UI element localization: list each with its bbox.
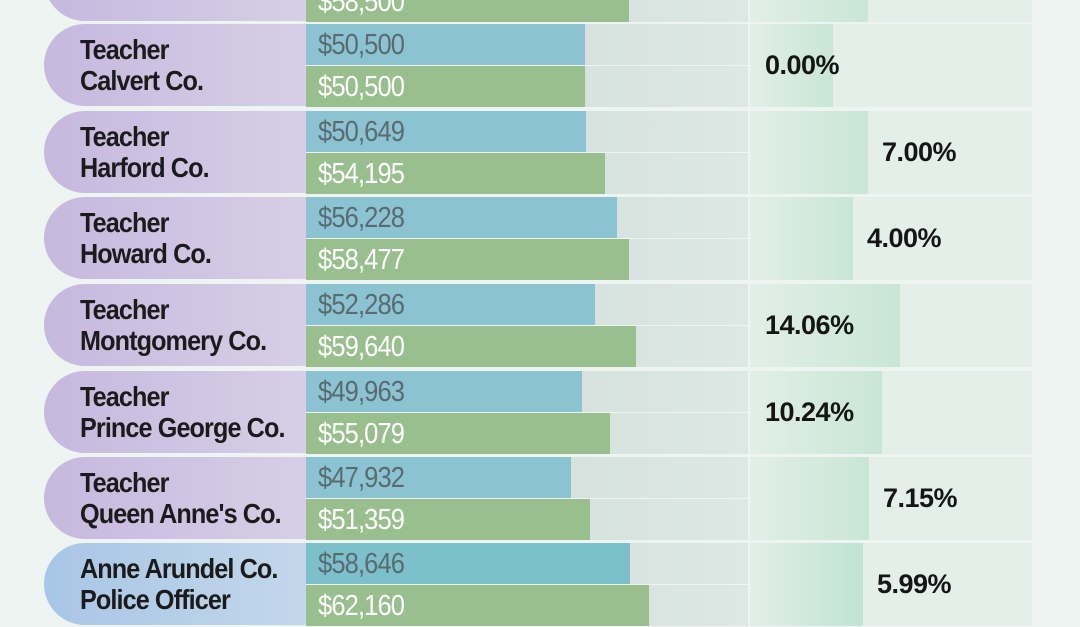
chart-row: Teacher Howard Co. $56,228 $58,477 4.00% xyxy=(0,195,1080,280)
category-label-line: Queen Anne's Co. xyxy=(80,498,282,529)
salary-bar-after xyxy=(306,413,610,454)
salary-bar-before xyxy=(306,24,585,65)
category-label-line: Montgomery Co. xyxy=(80,325,267,356)
category-label-line: Teacher xyxy=(80,34,169,65)
chart-row: Teacher Queen Anne's Co. $47,932 $51,359 7.1… xyxy=(0,455,1080,540)
category-label: Baltimore Co. xyxy=(44,0,306,21)
salary-bar-before xyxy=(306,197,617,238)
category-label-line: Harford Co. xyxy=(80,152,210,183)
salary-value-label: $62,160 xyxy=(318,590,405,622)
percent-bar xyxy=(750,24,833,107)
salary-bar-after xyxy=(306,499,590,540)
salary-value-label: $58,646 xyxy=(318,548,405,580)
category-label-line: Calvert Co. xyxy=(80,65,204,96)
salary-bar-after xyxy=(306,0,629,22)
category-label-line: Teacher xyxy=(80,121,169,152)
percent-bar xyxy=(750,197,853,280)
salary-bar-after xyxy=(306,239,629,280)
category-label-line: Teacher xyxy=(80,381,169,412)
chart-row: Teacher Calvert Co. $50,500 $50,500 0.00% xyxy=(0,22,1080,107)
category-label: Teacher Prince George Co. xyxy=(44,371,306,453)
category-label: Teacher Howard Co. xyxy=(44,197,306,279)
salary-value-label: $58,477 xyxy=(318,244,405,276)
percent-change-label: 5.99% xyxy=(877,569,952,599)
category-label-line: Police Officer xyxy=(80,584,231,615)
chart-row: Anne Arundel Co. Police Officer $58,646 $62… xyxy=(0,541,1080,626)
salary-bar-after xyxy=(306,66,585,107)
category-label-line: Teacher xyxy=(80,207,169,238)
percent-bar xyxy=(750,543,863,626)
salary-value-label: $56,228 xyxy=(318,202,405,234)
category-label-line: Teacher xyxy=(80,294,169,325)
percent-change-label: 0.00% xyxy=(765,50,840,80)
salary-value-label: $47,932 xyxy=(318,462,405,494)
category-label: Teacher Montgomery Co. xyxy=(44,284,306,366)
category-label-line: Howard Co. xyxy=(80,238,212,269)
salary-value-label: $50,500 xyxy=(318,29,405,61)
category-label: Teacher Harford Co. xyxy=(44,111,306,193)
salary-value-label: $49,963 xyxy=(318,376,405,408)
salary-bar-before xyxy=(306,111,586,152)
salary-bar-after xyxy=(306,326,636,367)
salary-value-label: $50,649 xyxy=(318,116,405,148)
percent-change-label: 10.24% xyxy=(765,397,854,427)
category-label: Teacher Calvert Co. xyxy=(44,24,306,106)
category-label: Anne Arundel Co. Police Officer xyxy=(44,543,306,625)
percent-bar xyxy=(750,111,868,194)
category-label: Teacher Queen Anne's Co. xyxy=(44,457,306,539)
salary-bar-before xyxy=(306,457,571,498)
chart-row: Teacher Prince George Co. $49,963 $55,079 10… xyxy=(0,369,1080,454)
percent-change-label: 7.00% xyxy=(882,137,957,167)
category-label-line: Anne Arundel Co. xyxy=(80,553,278,584)
salary-bar-before xyxy=(306,543,630,584)
salary-value-label: $59,640 xyxy=(318,331,405,363)
percent-change-label: 14.06% xyxy=(765,310,854,340)
category-label-line: Teacher xyxy=(80,467,169,498)
salary-value-label: $55,079 xyxy=(318,418,405,450)
percent-change-label: 7.15% xyxy=(883,483,958,513)
percent-bar xyxy=(750,284,900,367)
salary-bar-before xyxy=(306,284,595,325)
category-label-line: Prince George Co. xyxy=(80,412,285,443)
percent-bar xyxy=(750,457,869,540)
chart-row: Baltimore Co. $58,500 xyxy=(0,0,1080,22)
salary-value-label: $51,359 xyxy=(318,504,405,536)
salary-value-label: $50,500 xyxy=(318,71,405,103)
salary-bar-after xyxy=(306,153,605,194)
chart-row: Teacher Harford Co. $50,649 $54,195 7.00% xyxy=(0,109,1080,194)
percent-bar xyxy=(750,371,882,454)
percent-change-label: 4.00% xyxy=(867,223,942,253)
salary-value-label: $52,286 xyxy=(318,289,405,321)
chart-row: Teacher Montgomery Co. $52,286 $59,640 14.06… xyxy=(0,282,1080,367)
percent-bar xyxy=(750,0,868,22)
salary-bar-before xyxy=(306,371,582,412)
salary-value-label: $54,195 xyxy=(318,158,405,190)
salary-value-label: $58,500 xyxy=(318,0,405,18)
